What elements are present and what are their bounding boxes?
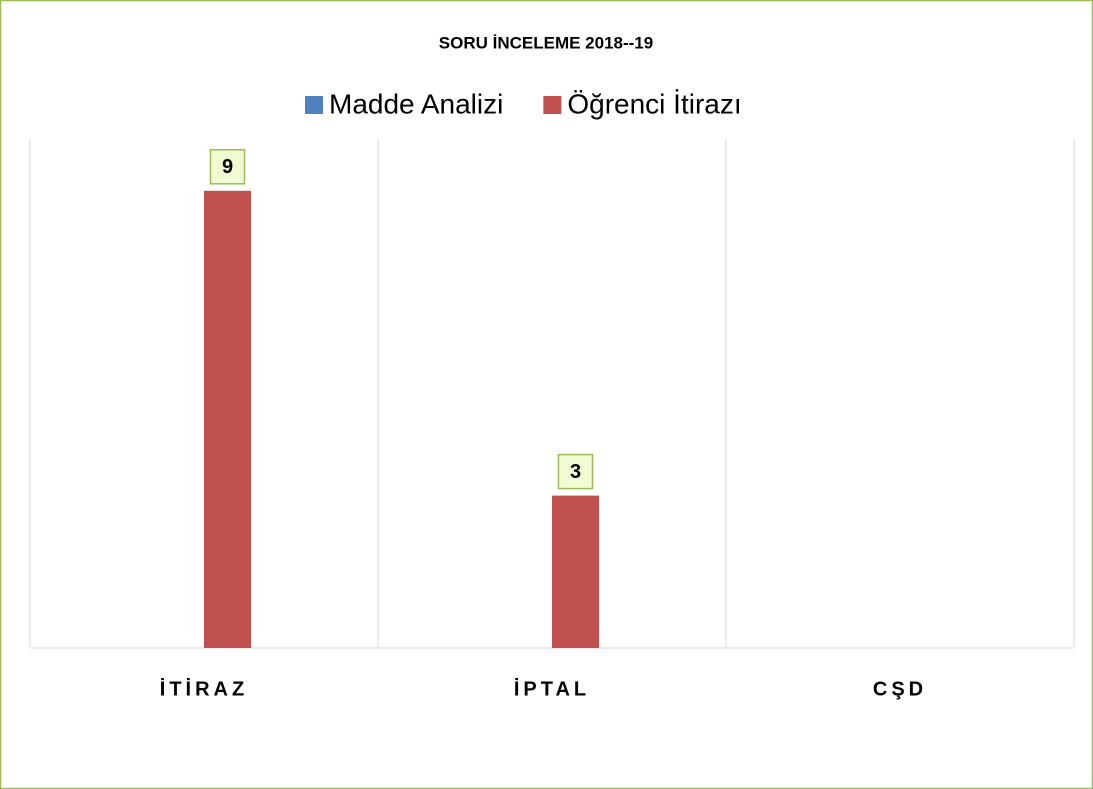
bar (204, 190, 251, 649)
data-label-box (557, 453, 594, 490)
chart-title: SORU İNCELEME 2018--19 (439, 33, 653, 52)
legend-label: Madde Analizi (329, 88, 503, 119)
x-tick-label: İPTAL (514, 677, 590, 700)
data-label: 3 (570, 461, 581, 483)
legend-swatch (543, 96, 562, 114)
x-tick-label: CŞD (873, 678, 927, 700)
bar (552, 495, 599, 648)
legend-swatch (305, 96, 323, 114)
legend-label: Öğrenci İtirazı (567, 88, 741, 119)
x-tick-label: İTİRAZ (160, 677, 248, 700)
data-label: 9 (222, 156, 233, 178)
data-label-box (209, 149, 246, 185)
